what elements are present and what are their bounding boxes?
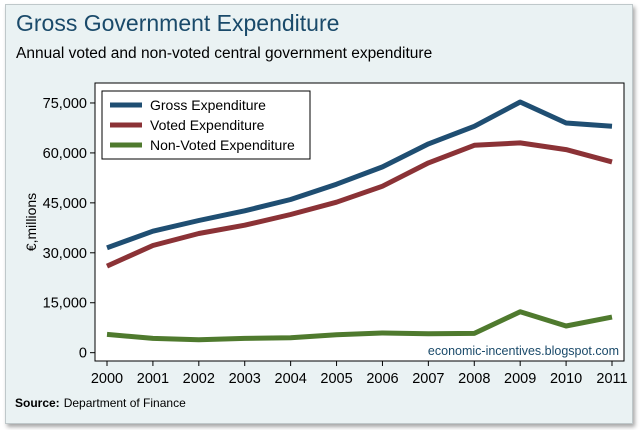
x-tick-label: 2004 xyxy=(275,371,307,387)
y-tick-label: 15,000 xyxy=(43,296,87,312)
legend-box xyxy=(101,90,311,160)
x-tick-label: 2008 xyxy=(458,371,490,387)
y-axis-label: €,millions xyxy=(23,193,39,251)
blog-annotation: economic-incentives.blogspot.com xyxy=(428,344,619,358)
source-text: Department of Finance xyxy=(64,396,186,410)
source-label: Source: xyxy=(15,396,60,410)
x-tick-label: 2005 xyxy=(320,371,352,387)
y-ticks: 0 15,000 30,000 45,000 60,000 75,000 xyxy=(43,96,95,362)
x-tick-label: 2010 xyxy=(550,371,582,387)
x-tick-label: 2003 xyxy=(229,371,261,387)
chart-frame: Gross Government Expenditure Annual vote… xyxy=(5,4,633,424)
source-note: Source: Department of Finance xyxy=(15,396,186,410)
x-tick-label: 2006 xyxy=(366,371,398,387)
x-tick-label: 2007 xyxy=(412,371,444,387)
x-tick-label: 2000 xyxy=(91,371,123,387)
series-line-1 xyxy=(105,140,613,269)
y-tick-label: 75,000 xyxy=(43,96,87,112)
series-line-2 xyxy=(106,309,613,343)
chart-canvas: Gross Government Expenditure Annual vote… xyxy=(15,10,628,410)
x-ticks: 2000 2001 2002 2003 2004 2005 2006 2007 2008 2009… xyxy=(91,361,628,387)
series-lines xyxy=(105,99,613,343)
series-line-0 xyxy=(106,99,613,251)
y-tick-label: 45,000 xyxy=(43,196,87,212)
x-tick-label: 2002 xyxy=(183,371,215,387)
legend-label-0: Gross Expenditure xyxy=(150,97,266,113)
y-tick-label: 60,000 xyxy=(43,146,87,162)
y-tick-label: 0 xyxy=(79,346,87,362)
x-tick-label: 2011 xyxy=(596,371,627,387)
chart-title: Gross Government Expenditure xyxy=(16,10,339,36)
legend-label-2: Non-Voted Expenditure xyxy=(150,137,295,153)
x-tick-label: 2009 xyxy=(504,371,536,387)
x-tick-label: 2001 xyxy=(137,371,169,387)
legend-label-1: Voted Expenditure xyxy=(150,117,265,133)
chart-subtitle: Annual voted and non-voted central gover… xyxy=(16,45,432,62)
legend: Gross Expenditure Voted Expenditure Non-Vo… xyxy=(101,90,311,160)
y-tick-label: 30,000 xyxy=(43,246,87,262)
